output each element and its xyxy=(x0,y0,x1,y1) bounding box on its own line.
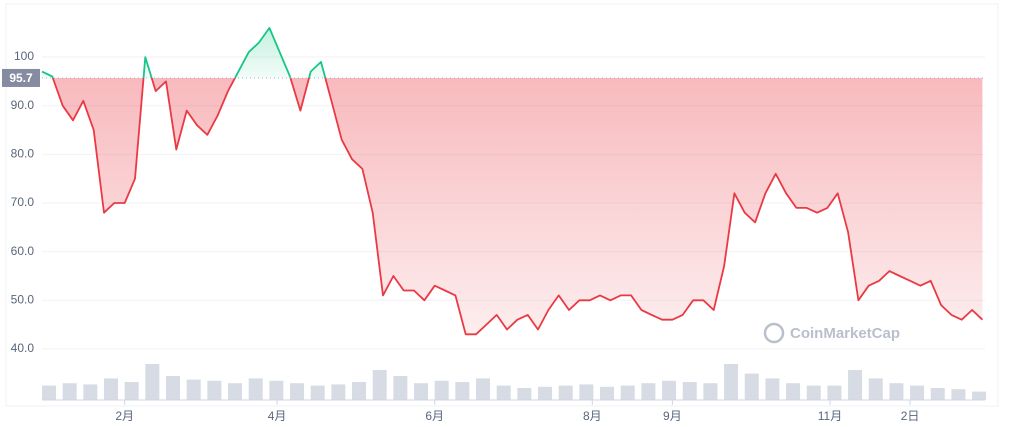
volume-bar xyxy=(290,383,305,400)
volume-bar xyxy=(744,373,759,400)
x-tick-label: 2月 xyxy=(115,409,134,423)
x-tick-label: 9月 xyxy=(663,409,682,423)
volume-bar xyxy=(476,378,491,400)
volume-bar xyxy=(166,376,181,400)
volume-bar xyxy=(703,383,718,400)
volume-bar xyxy=(207,380,222,400)
volume-bar xyxy=(434,380,449,400)
volume-bar xyxy=(868,378,883,400)
volume-bar xyxy=(724,364,739,400)
volume-bar xyxy=(972,391,987,400)
volume-bar xyxy=(62,383,77,400)
y-tick-label: 100 xyxy=(14,49,34,63)
volume-bar xyxy=(786,383,801,400)
area xyxy=(42,27,983,335)
volume-bar xyxy=(104,378,119,400)
y-tick-label: 60.0 xyxy=(11,244,35,258)
volume-bar xyxy=(455,382,470,400)
volume-bar xyxy=(331,384,346,400)
y-tick-label: 90.0 xyxy=(11,98,35,112)
volume-bar xyxy=(269,380,284,400)
volume-bar xyxy=(83,384,98,400)
x-tick-label: 4月 xyxy=(268,409,287,423)
volume-bar xyxy=(889,383,904,400)
volume-bar xyxy=(662,380,677,400)
volume-bar xyxy=(600,386,615,400)
y-tick-label: 50.0 xyxy=(11,292,35,306)
y-tick-label: 70.0 xyxy=(11,195,35,209)
volume-bar xyxy=(930,388,945,400)
volume-bar xyxy=(951,389,966,400)
volume-bar xyxy=(248,378,263,400)
volume-bar xyxy=(393,376,408,400)
volume-bar xyxy=(765,378,780,400)
volume-bar xyxy=(538,386,553,400)
volume-bar xyxy=(517,388,532,400)
volume-bar xyxy=(186,379,201,400)
watermark-text: CoinMarketCap xyxy=(790,325,900,342)
volume-bar xyxy=(848,370,863,400)
volume-bar xyxy=(806,385,821,400)
x-tick-label: 11月 xyxy=(818,409,842,423)
volume-bar xyxy=(910,385,925,400)
reference-label: 95.7 xyxy=(9,71,33,85)
volume-bar xyxy=(496,385,511,400)
volume-bar xyxy=(641,383,656,400)
x-tick-label: 8月 xyxy=(583,409,602,423)
y-tick-label: 80.0 xyxy=(11,147,35,161)
y-tick-label: 40.0 xyxy=(11,341,35,355)
x-tick-label: 2日 xyxy=(901,409,920,423)
reference-badge xyxy=(2,68,40,87)
watermark: CoinMarketCap xyxy=(763,322,900,344)
x-tick-label: 6月 xyxy=(425,409,444,423)
price-line xyxy=(41,27,984,336)
volume-bar xyxy=(145,364,160,400)
volume-bar xyxy=(682,382,697,400)
volume-bar xyxy=(310,385,325,400)
volume-bar xyxy=(558,385,573,400)
volume-bar xyxy=(827,385,842,400)
volume-bar xyxy=(352,382,367,400)
frame xyxy=(5,3,999,407)
volume-bar xyxy=(372,370,387,400)
volume-bar xyxy=(620,385,635,400)
volume-bar xyxy=(124,382,139,400)
volume-bar xyxy=(42,385,56,400)
volume-bar xyxy=(414,383,429,400)
volume-bar xyxy=(579,384,594,400)
volume-bar xyxy=(228,383,243,400)
